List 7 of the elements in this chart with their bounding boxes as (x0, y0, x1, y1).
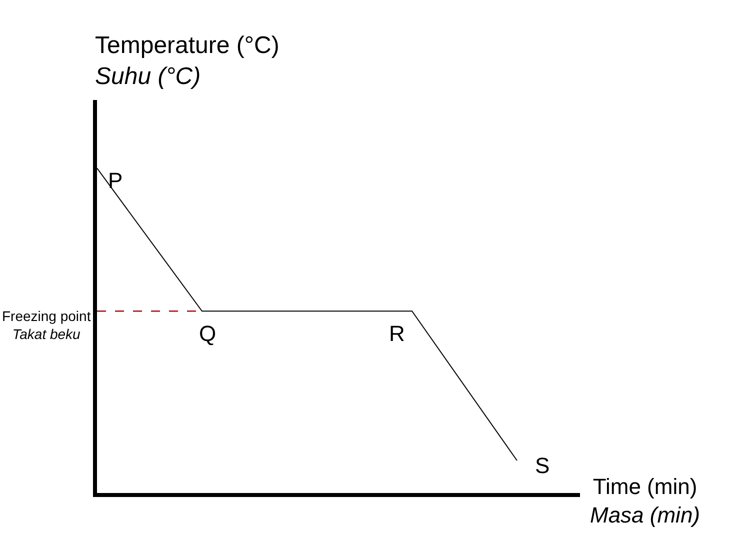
x-axis-title: Time (min) Masa (min) (590, 474, 700, 528)
annotation: S (535, 453, 550, 478)
ref-line-label: Freezing point Takat beku (2, 308, 91, 342)
annotation: R (389, 321, 405, 346)
y-axis-title: Temperature (°C) Suhu (°C) (95, 32, 280, 90)
annotation: Q (199, 321, 216, 346)
annotation: P (108, 168, 123, 193)
